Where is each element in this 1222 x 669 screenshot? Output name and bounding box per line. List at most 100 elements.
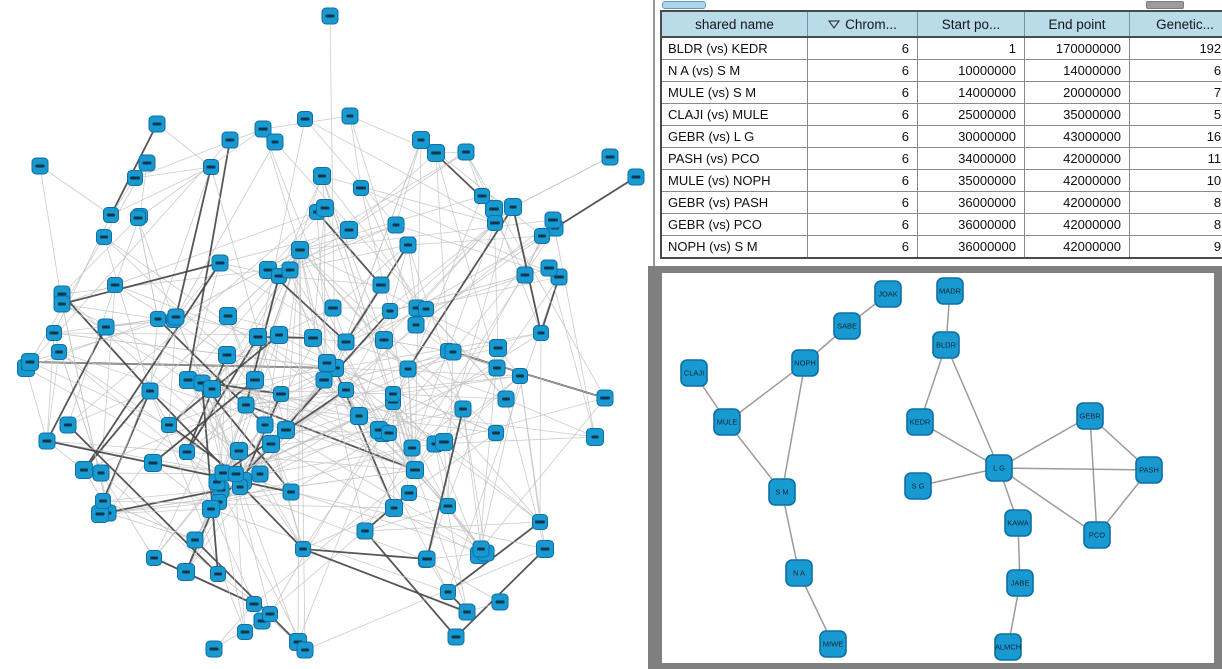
- panel-splitter[interactable]: [653, 0, 655, 268]
- table-cell[interactable]: 42000000: [1024, 169, 1130, 192]
- table-cell[interactable]: 42000000: [1024, 213, 1130, 236]
- table-cell[interactable]: GEBR (vs) L G: [660, 125, 808, 148]
- column-header-genetic[interactable]: Genetic...: [1129, 10, 1222, 38]
- table-cell[interactable]: 16.9: [1129, 125, 1222, 148]
- table-cell[interactable]: 6: [807, 191, 918, 214]
- network-node[interactable]: [1083, 521, 1111, 549]
- table-cell[interactable]: 6: [807, 169, 918, 192]
- overview-network-panel[interactable]: [0, 0, 655, 669]
- network-node[interactable]: [785, 559, 813, 587]
- node-label: [386, 309, 394, 313]
- column-header-chrom[interactable]: Chrom...: [807, 10, 918, 38]
- table-cell[interactable]: 6: [807, 36, 918, 60]
- table-cell[interactable]: CLAJI (vs) MULE: [660, 103, 808, 126]
- table-cell[interactable]: 35000000: [917, 169, 1025, 192]
- table-cell[interactable]: 43000000: [1024, 125, 1130, 148]
- table-cell[interactable]: 6: [807, 125, 918, 148]
- table-cell[interactable]: 14000000: [917, 81, 1025, 104]
- network-node[interactable]: [985, 454, 1013, 482]
- table-cell[interactable]: 6: [807, 103, 918, 126]
- table-cell[interactable]: 6: [807, 59, 918, 82]
- table-cell[interactable]: 192.0: [1129, 36, 1222, 60]
- table-cell[interactable]: PASH (vs) PCO: [660, 147, 808, 170]
- table-cell[interactable]: N A (vs) S M: [660, 59, 808, 82]
- detail-network-canvas[interactable]: JOAK SABE NOPH CLAJI MULE S M N A MIWE MADR BLDR K…: [662, 273, 1214, 663]
- network-node[interactable]: [936, 277, 964, 305]
- table-cell[interactable]: 36000000: [917, 213, 1025, 236]
- column-header-end-point[interactable]: End point: [1024, 10, 1130, 38]
- network-node[interactable]: [680, 359, 708, 387]
- table-cell[interactable]: 42000000: [1024, 191, 1130, 214]
- table-cell[interactable]: 8.4: [1129, 213, 1222, 236]
- table-cell[interactable]: GEBR (vs) PCO: [660, 213, 808, 236]
- table-cell[interactable]: 10000000: [917, 59, 1025, 82]
- network-edge: [478, 347, 499, 556]
- detail-network-panel[interactable]: JOAK SABE NOPH CLAJI MULE S M N A MIWE MADR BLDR K…: [648, 266, 1222, 669]
- table-cell[interactable]: 6: [807, 213, 918, 236]
- table-cell[interactable]: 20000000: [1024, 81, 1130, 104]
- table-cell[interactable]: GEBR (vs) PASH: [660, 191, 808, 214]
- network-node[interactable]: [768, 478, 796, 506]
- network-node[interactable]: [874, 280, 902, 308]
- network-node[interactable]: [819, 630, 847, 658]
- overview-network-canvas[interactable]: [0, 0, 655, 669]
- node-label: [183, 378, 193, 382]
- table-cell[interactable]: 30000000: [917, 125, 1025, 148]
- table-cell[interactable]: 42000000: [1024, 235, 1130, 259]
- table-cell[interactable]: 9.9: [1129, 235, 1222, 259]
- table-cell[interactable]: 10.5: [1129, 169, 1222, 192]
- network-node[interactable]: [791, 349, 819, 377]
- column-header-shared-name[interactable]: shared name: [660, 10, 808, 38]
- network-node[interactable]: [1006, 569, 1034, 597]
- table-cell[interactable]: 8.9: [1129, 191, 1222, 214]
- table-cell[interactable]: 5.9: [1129, 103, 1222, 126]
- table-cell[interactable]: 6: [807, 235, 918, 259]
- network-edge: [218, 447, 413, 503]
- node-label: [502, 397, 510, 401]
- table-cell[interactable]: 36000000: [917, 235, 1025, 259]
- table-cell[interactable]: 34000000: [917, 147, 1025, 170]
- network-node[interactable]: [833, 312, 861, 340]
- network-edge: [149, 318, 159, 392]
- network-node[interactable]: [932, 331, 960, 359]
- network-node[interactable]: [713, 408, 741, 436]
- table-cell[interactable]: 7.5: [1129, 81, 1222, 104]
- network-node[interactable]: [1004, 509, 1032, 537]
- table-cell[interactable]: 35000000: [1024, 103, 1130, 126]
- table-cell[interactable]: 6: [807, 147, 918, 170]
- table-cell[interactable]: 6: [807, 81, 918, 104]
- node-label: [281, 428, 291, 432]
- tab-fragment[interactable]: [662, 1, 706, 9]
- table-cell[interactable]: 1: [917, 36, 1025, 60]
- table-cell[interactable]: NOPH (vs) S M: [660, 235, 808, 259]
- table-cell[interactable]: BLDR (vs) KEDR: [660, 36, 808, 60]
- network-node[interactable]: [1076, 402, 1104, 430]
- table-cell[interactable]: MULE (vs) S M: [660, 81, 808, 104]
- network-node[interactable]: [906, 408, 934, 436]
- table-cell[interactable]: 6.6: [1129, 59, 1222, 82]
- network-edge: [289, 229, 350, 271]
- network-node[interactable]: [904, 472, 932, 500]
- network-node[interactable]: [994, 633, 1022, 661]
- column-header-start-po[interactable]: Start po...: [917, 10, 1025, 38]
- table-cell[interactable]: 14000000: [1024, 59, 1130, 82]
- table-cell[interactable]: 170000000: [1024, 36, 1130, 60]
- table-cell[interactable]: 11.4: [1129, 147, 1222, 170]
- table-cell[interactable]: 36000000: [917, 191, 1025, 214]
- table-cell[interactable]: 42000000: [1024, 147, 1130, 170]
- table-cell[interactable]: 25000000: [917, 103, 1025, 126]
- network-node[interactable]: [1135, 456, 1163, 484]
- table-cell[interactable]: MULE (vs) NOPH: [660, 169, 808, 192]
- node-label: [422, 307, 430, 311]
